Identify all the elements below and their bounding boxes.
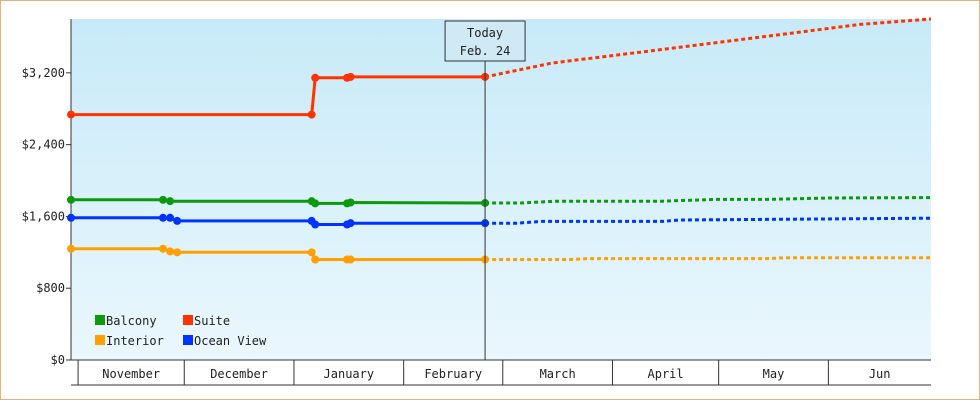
balcony-data-point xyxy=(159,195,168,204)
suite-data-point xyxy=(311,73,320,82)
balcony-data-point xyxy=(346,198,355,207)
ocean-view-data-point xyxy=(67,213,75,222)
suite-history-line xyxy=(71,75,486,117)
legend-label-suite: Suite xyxy=(194,314,230,328)
plot-area xyxy=(71,19,931,360)
ocean-view-data-point xyxy=(166,213,175,222)
month-label: May xyxy=(763,367,785,381)
interior-forecast-line xyxy=(485,256,931,261)
today-label-box xyxy=(444,20,526,62)
month-label: April xyxy=(648,367,684,381)
legend-label-interior: Interior xyxy=(106,334,164,348)
month-label: March xyxy=(540,367,576,381)
suite-data-point xyxy=(346,72,355,81)
balcony-data-point xyxy=(67,195,75,204)
legend-swatch-balcony xyxy=(95,315,105,325)
suite-forecast-line xyxy=(484,17,932,79)
interior-data-point xyxy=(67,244,75,253)
legend-swatch-interior xyxy=(95,335,105,345)
month-label: February xyxy=(424,367,482,381)
legend-label-ocean-view: Ocean View xyxy=(194,334,267,348)
suite-data-point xyxy=(67,110,75,119)
suite-data-point xyxy=(307,110,316,119)
interior-data-point xyxy=(166,247,175,256)
today-date-label: Feb. 24 xyxy=(460,44,511,58)
interior-data-point xyxy=(159,244,168,253)
ocean-view-data-point xyxy=(311,220,320,229)
today-label: Today xyxy=(467,26,503,40)
interior-data-point xyxy=(346,255,355,264)
y-tick-label: $2,400 xyxy=(22,138,65,152)
ocean-view-data-point xyxy=(173,216,182,225)
interior-data-point xyxy=(311,255,320,264)
balcony-forecast-line xyxy=(485,196,932,205)
y-tick-label: $3,200 xyxy=(22,66,65,80)
interior-data-point xyxy=(173,248,182,257)
month-label: January xyxy=(324,367,375,381)
balcony-data-point xyxy=(311,199,320,208)
ocean-view-data-point xyxy=(159,213,168,222)
legend-swatch-ocean-view xyxy=(183,335,193,345)
legend-swatch-suite xyxy=(183,315,193,325)
month-label: Jun xyxy=(869,367,891,381)
y-tick-label: $0 xyxy=(51,353,65,367)
y-tick-label: $1,600 xyxy=(22,209,65,223)
month-label: November xyxy=(102,367,160,381)
legend-label-balcony: Balcony xyxy=(106,314,157,328)
y-tick-label: $800 xyxy=(36,281,65,295)
balcony-data-point xyxy=(166,197,175,206)
month-label: December xyxy=(210,367,268,381)
ocean-view-data-point xyxy=(346,219,355,228)
interior-data-point xyxy=(307,248,316,257)
